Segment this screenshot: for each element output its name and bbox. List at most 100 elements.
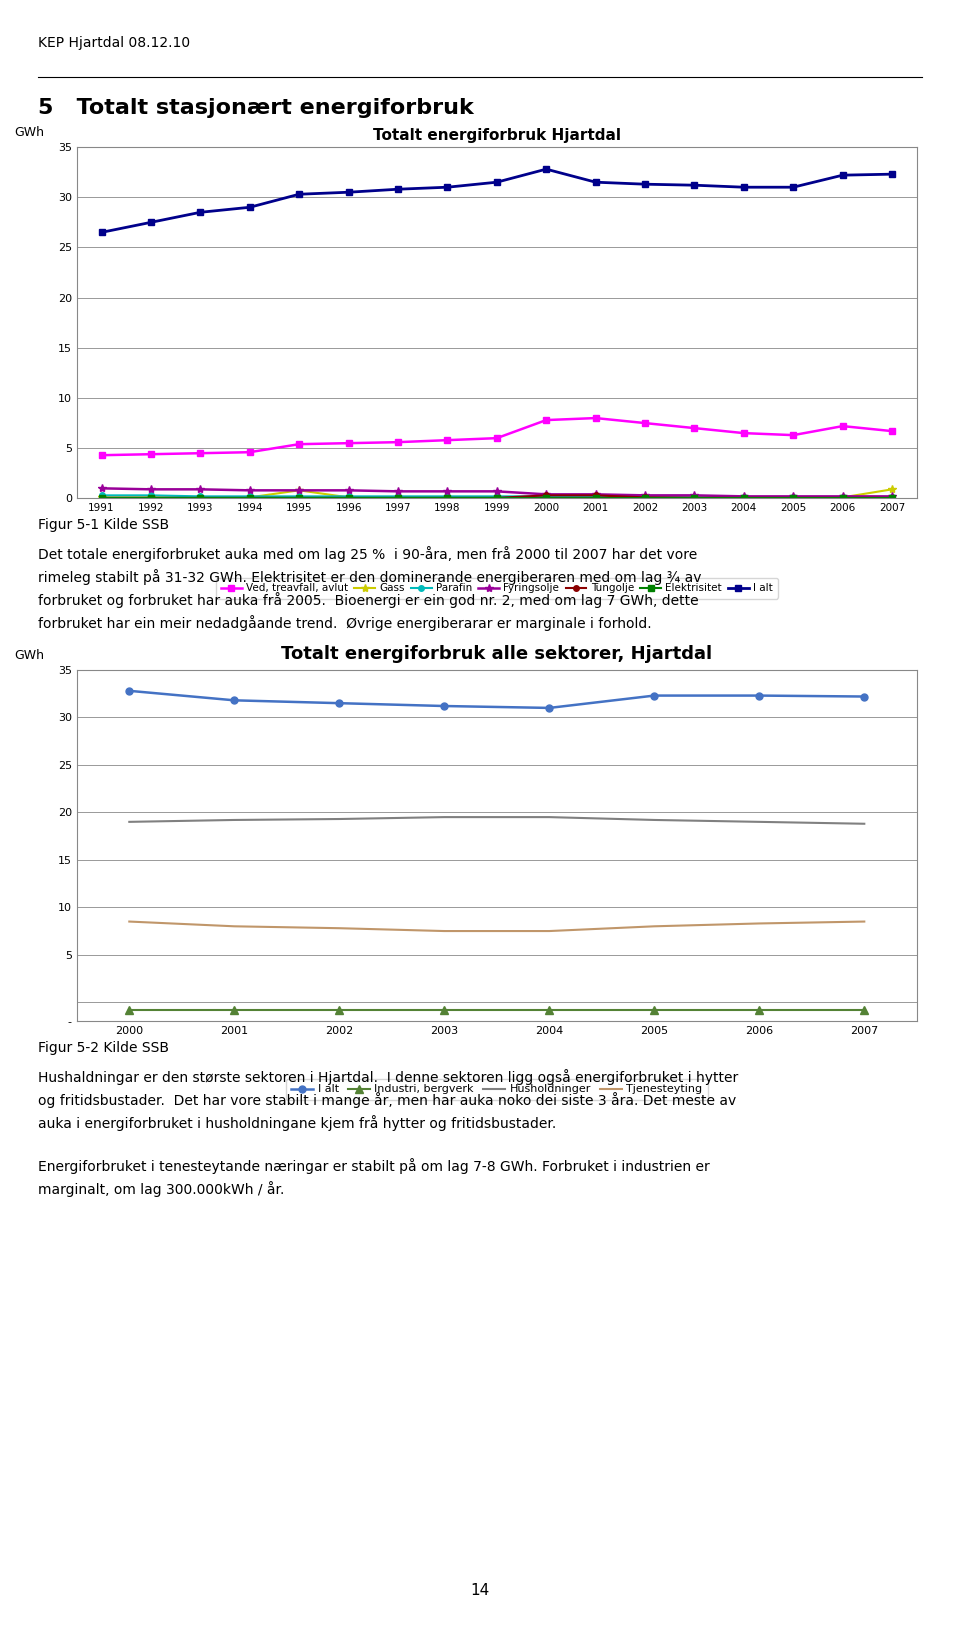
Gass <box>442 487 453 507</box>
Tungolje <box>589 485 601 505</box>
Parafin <box>294 487 305 507</box>
Elektrisitet <box>244 489 255 508</box>
Ved, treavfall, avlut <box>589 408 601 428</box>
Gass <box>837 487 849 507</box>
Tungolje <box>492 489 503 508</box>
Elektrisitet <box>787 489 799 508</box>
Title: Totalt energiforbruk alle sektorer, Hjartdal: Totalt energiforbruk alle sektorer, Hjar… <box>281 645 712 663</box>
Husholdninger <box>649 810 660 830</box>
I alt <box>886 165 898 185</box>
I alt <box>343 183 354 203</box>
I alt <box>688 175 700 194</box>
Fyringsolje <box>393 482 404 502</box>
Tungolje <box>393 489 404 508</box>
Tungolje <box>343 489 354 508</box>
Husholdninger <box>439 807 450 827</box>
Tungolje <box>195 489 206 508</box>
Tungolje <box>442 489 453 508</box>
Gass <box>540 487 552 507</box>
Elektrisitet <box>540 489 552 508</box>
I alt <box>639 175 651 194</box>
Ved, treavfall, avlut <box>244 443 255 462</box>
I alt <box>294 185 305 204</box>
Text: HJARTDAL
KOMMUNE: HJARTDAL KOMMUNE <box>749 31 795 51</box>
Line: I alt: I alt <box>126 688 868 711</box>
I alt <box>124 681 135 701</box>
Industri, bergverk <box>124 1000 135 1020</box>
Fyringsolje <box>492 482 503 502</box>
Tungolje <box>244 489 255 508</box>
Ved, treavfall, avlut <box>294 435 305 454</box>
Fyringsolje <box>837 487 849 507</box>
Text: Hushaldningar er den største sektoren i Hjartdal.  I denne sektoren ligg også en: Hushaldningar er den største sektoren i … <box>38 1069 738 1198</box>
Legend: Ved, treavfall, avlut, Gass, Parafin, Fyringsolje, Tungolje, Elektrisitet, I alt: Ved, treavfall, avlut, Gass, Parafin, Fy… <box>216 578 778 598</box>
Ved, treavfall, avlut <box>343 433 354 453</box>
Parafin <box>886 487 898 507</box>
I alt <box>333 693 345 712</box>
Parafin <box>589 487 601 507</box>
Fyringsolje <box>540 485 552 505</box>
Parafin <box>442 487 453 507</box>
Ved, treavfall, avlut <box>96 446 108 466</box>
Tungolje <box>886 489 898 508</box>
Tjenesteyting <box>124 912 135 931</box>
Fyringsolje <box>145 479 156 498</box>
Industri, bergverk <box>754 1000 765 1020</box>
Industri, bergverk <box>858 1000 870 1020</box>
I alt <box>738 178 750 198</box>
Elektrisitet <box>96 489 108 508</box>
Tjenesteyting <box>333 918 345 938</box>
Line: Gass: Gass <box>97 485 897 502</box>
Husholdninger <box>858 814 870 833</box>
Elektrisitet <box>294 489 305 508</box>
Gass <box>589 487 601 507</box>
Legend: I alt, Industri, bergverk, Husholdninger, Tjenesteyting: I alt, Industri, bergverk, Husholdninger… <box>285 1078 708 1100</box>
Tungolje <box>145 489 156 508</box>
Tjenesteyting <box>439 922 450 941</box>
I alt <box>649 686 660 706</box>
Fyringsolje <box>195 479 206 498</box>
Industri, bergverk <box>333 1000 345 1020</box>
Elektrisitet <box>195 489 206 508</box>
Fyringsolje <box>738 487 750 507</box>
Fyringsolje <box>442 482 453 502</box>
Fyringsolje <box>343 480 354 500</box>
Parafin <box>540 487 552 507</box>
Tjenesteyting <box>858 912 870 931</box>
Elektrisitet <box>688 489 700 508</box>
Tungolje <box>837 489 849 508</box>
Line: Tungolje: Tungolje <box>99 492 895 500</box>
Husholdninger <box>124 812 135 832</box>
Industri, bergverk <box>543 1000 555 1020</box>
Text: 14: 14 <box>470 1583 490 1598</box>
Gass <box>244 487 255 507</box>
I alt <box>540 160 552 180</box>
Husholdninger <box>228 810 240 830</box>
Elektrisitet <box>639 489 651 508</box>
I alt <box>96 222 108 242</box>
Text: Det totale energiforbruket auka med om lag 25 %  i 90-åra, men frå 2000 til 2007: Det totale energiforbruket auka med om l… <box>38 546 702 631</box>
I alt <box>787 178 799 198</box>
Text: Figur 5-1 Kilde SSB: Figur 5-1 Kilde SSB <box>38 518 170 533</box>
Elektrisitet <box>886 489 898 508</box>
Ved, treavfall, avlut <box>540 410 552 430</box>
Gass <box>96 487 108 507</box>
Gass <box>492 487 503 507</box>
Husholdninger <box>543 807 555 827</box>
Elektrisitet <box>343 489 354 508</box>
Gass <box>688 487 700 507</box>
Fyringsolje <box>96 479 108 498</box>
Ved, treavfall, avlut <box>787 425 799 444</box>
I alt <box>244 198 255 217</box>
Industri, bergverk <box>228 1000 240 1020</box>
Text: Figur 5-2 Kilde SSB: Figur 5-2 Kilde SSB <box>38 1041 169 1056</box>
Line: Husholdninger: Husholdninger <box>130 817 864 824</box>
Gass <box>145 487 156 507</box>
I alt <box>837 165 849 185</box>
Husholdninger <box>333 809 345 828</box>
Text: KEP Hjartdal 08.12.10: KEP Hjartdal 08.12.10 <box>38 36 190 51</box>
I alt <box>492 173 503 193</box>
Ved, treavfall, avlut <box>688 418 700 438</box>
Parafin <box>738 487 750 507</box>
Line: I alt: I alt <box>98 165 896 235</box>
